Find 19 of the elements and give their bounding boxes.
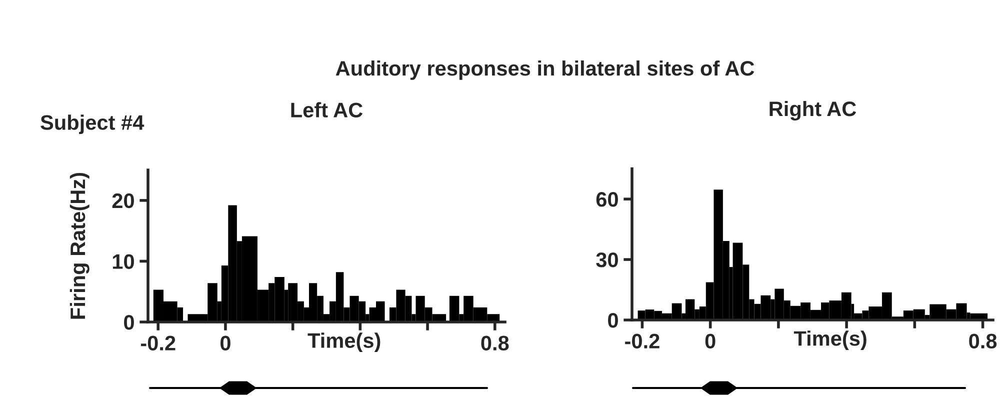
x-axis-title: Time(s) xyxy=(308,332,380,352)
y-tick-label: 0 xyxy=(608,313,618,328)
y-tick-label: 30 xyxy=(596,252,618,268)
y-tick-label: 20 xyxy=(112,193,134,208)
x-tick-label: 0.8 xyxy=(481,336,509,350)
x-tick-label: -0.2 xyxy=(140,336,176,350)
chart-title: Left AC xyxy=(291,102,363,118)
y-tick-label: 60 xyxy=(596,192,618,207)
x-tick-label: 0.8 xyxy=(969,334,997,348)
y-axis-title: Firing Rate(Hz) xyxy=(70,172,90,319)
y-tick-label: 10 xyxy=(112,254,134,269)
chart-title: Right AC xyxy=(770,100,856,120)
y-tick-label: 0 xyxy=(124,315,134,330)
x-axis-title: Time(s) xyxy=(794,330,866,350)
x-tick-label: 0 xyxy=(705,334,716,348)
x-tick-label: -0.2 xyxy=(625,334,660,348)
text: Auditory responses in bilateral sites of AC xyxy=(336,60,754,80)
text: Subject #4 xyxy=(40,114,144,134)
x-tick-label: 0 xyxy=(220,336,230,350)
